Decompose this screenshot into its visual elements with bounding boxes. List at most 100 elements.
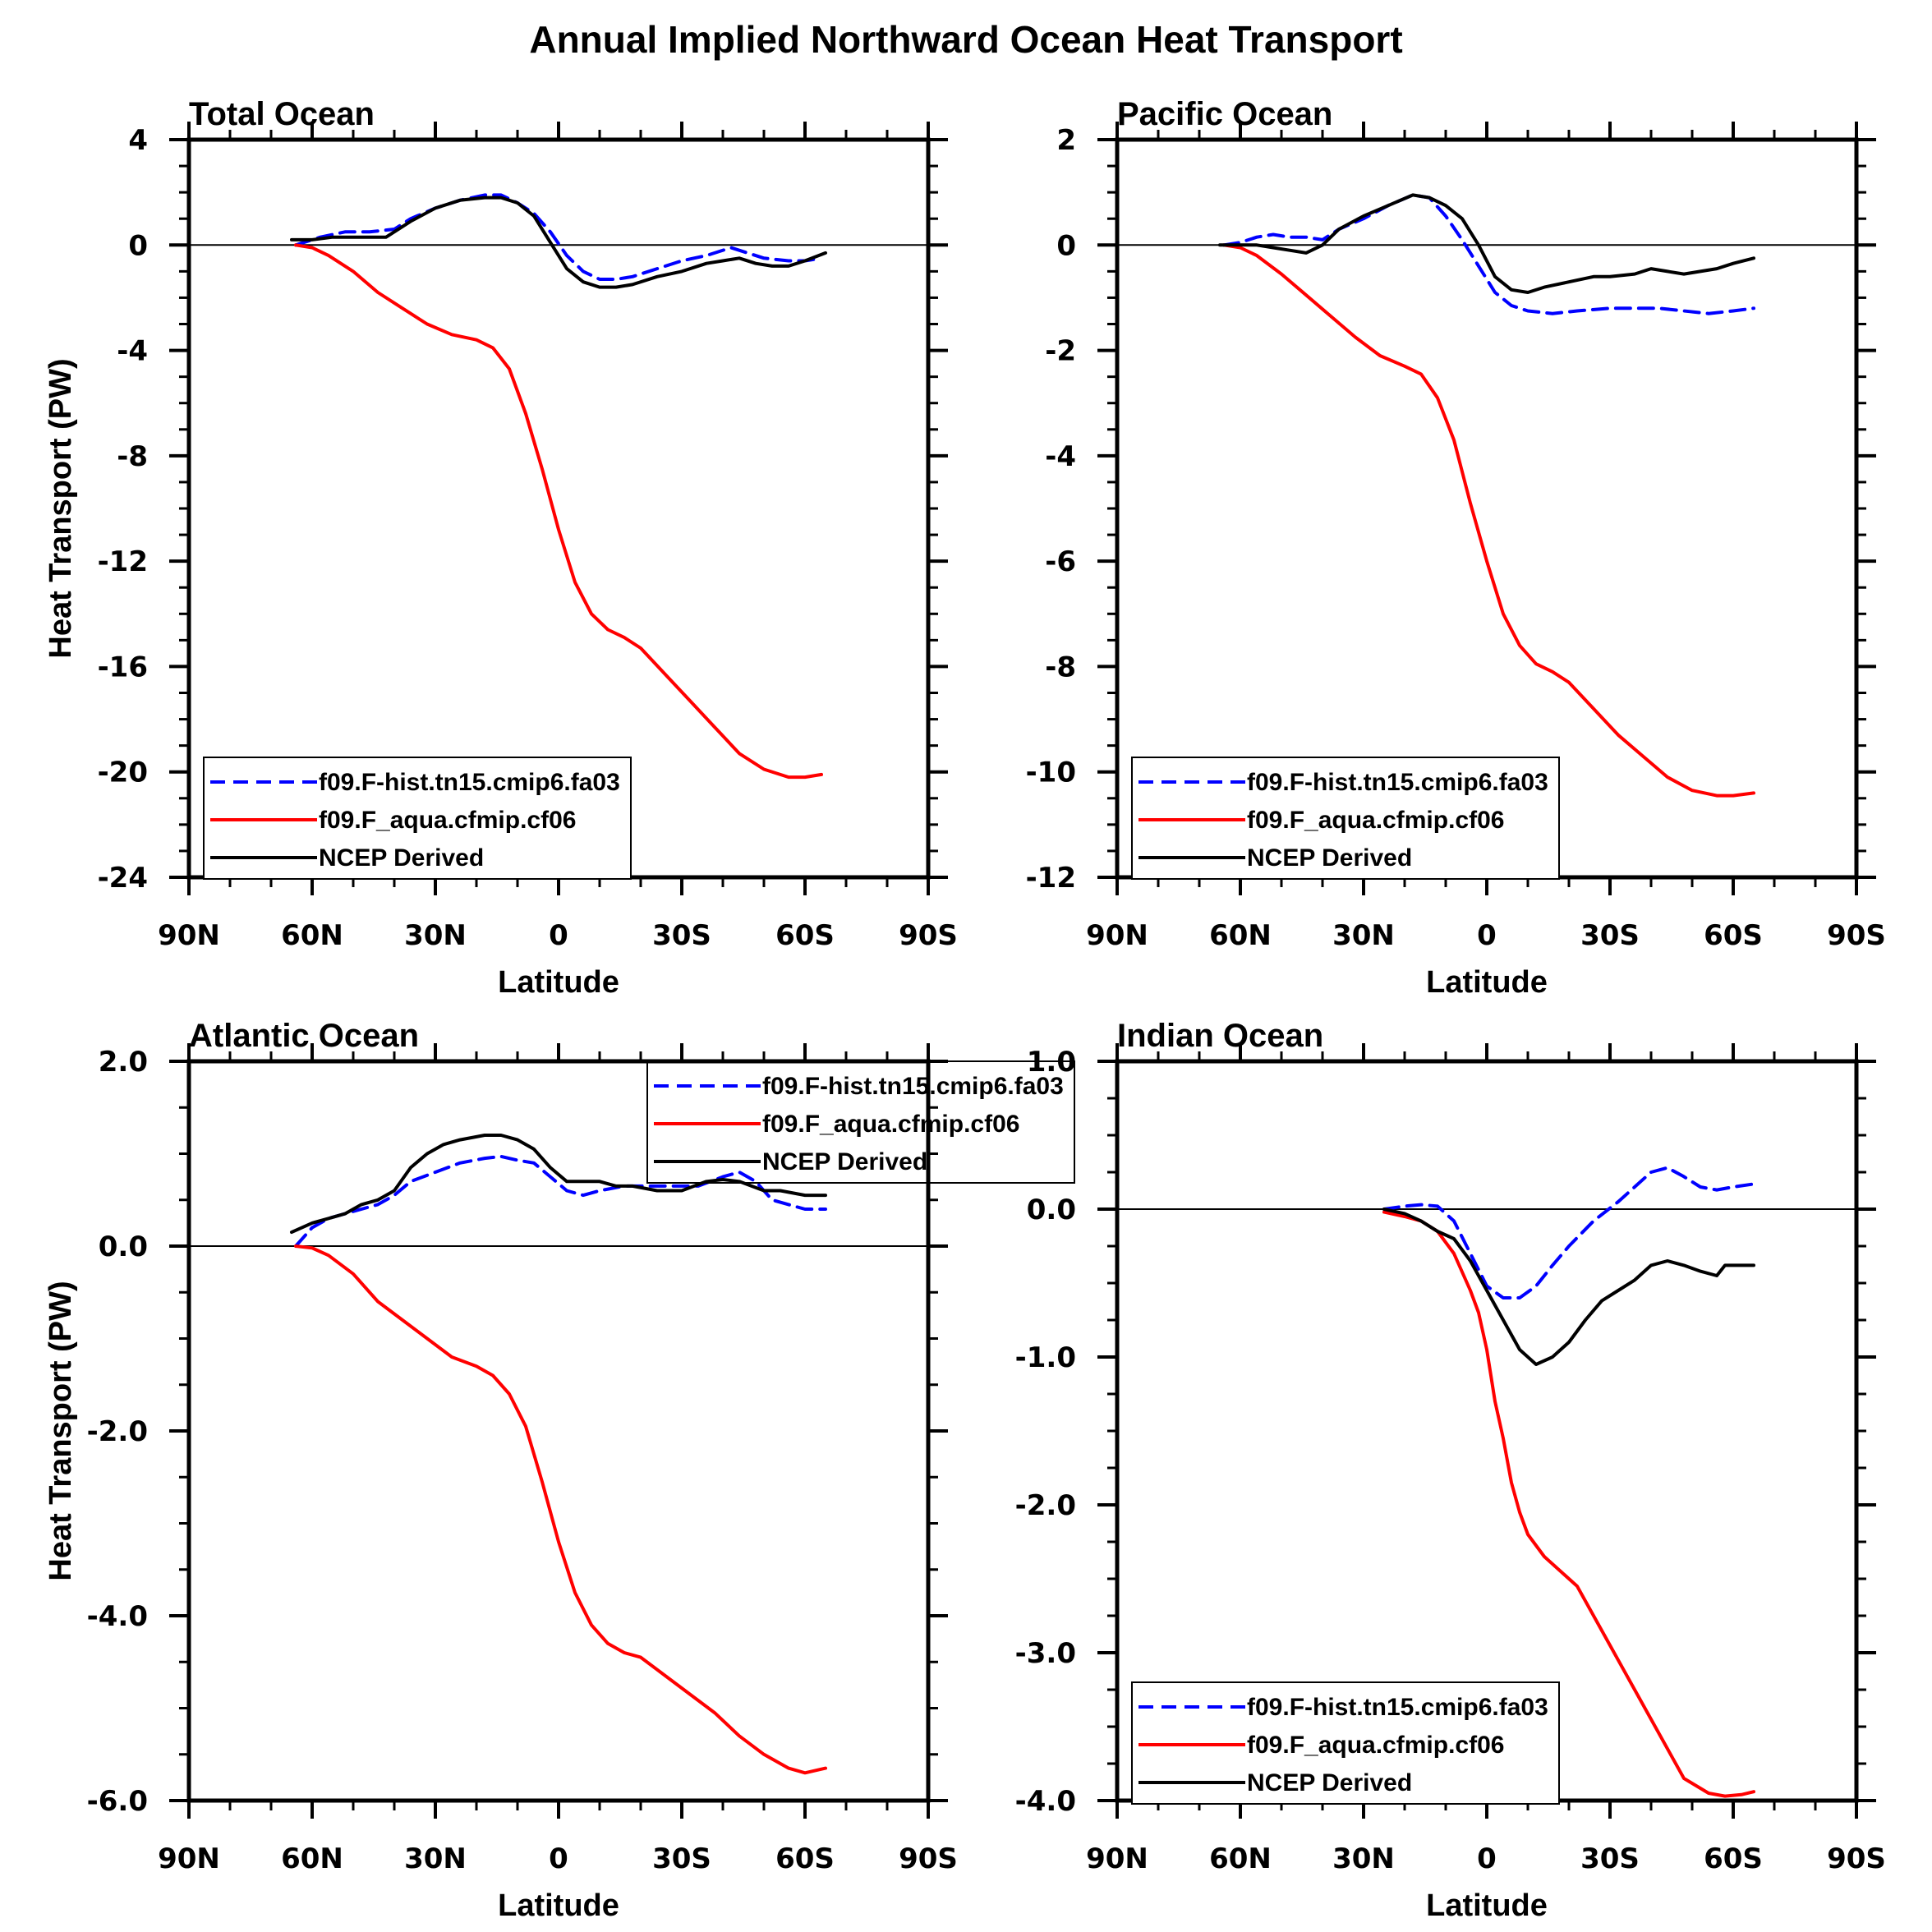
y-tick-label: -2.0 (87, 1415, 148, 1448)
y-tick-label: -16 (98, 651, 148, 683)
x-tick-label: 90N (1086, 1842, 1148, 1875)
x-tick-label: 30S (652, 1842, 711, 1875)
legend-label: NCEP Derived (1247, 1769, 1412, 1796)
y-axis-label: Heat Transport (PW) (44, 358, 78, 658)
x-tick-label: 60N (281, 1842, 343, 1875)
series-line-f09-f-aqua-cfmip-cf06 (1222, 243, 1755, 798)
y-tick-label: -24 (98, 862, 148, 895)
x-axis-label: Latitude (498, 965, 619, 1000)
y-tick-label: -3.0 (1015, 1637, 1076, 1670)
y-tick-label: -4 (1045, 440, 1076, 473)
y-tick-label: 0 (1056, 229, 1076, 262)
panel-title: Pacific Ocean (1117, 96, 1332, 132)
x-tick-label: 0 (1477, 919, 1497, 952)
panel-title: Atlantic Ocean (189, 1018, 419, 1054)
figure-title: Annual Implied Northward Ocean Heat Tran… (529, 18, 1402, 61)
x-tick-label: 30S (1580, 1842, 1640, 1875)
y-tick-label: -12 (1026, 862, 1076, 895)
series-line-f09-f-hist-tn15-cmip6-fa03 (294, 1154, 827, 1248)
legend-label: f09.F_aqua.cfmip.cf06 (762, 1111, 1019, 1138)
x-tick-label: 30S (1580, 919, 1640, 952)
x-tick-label: 0 (549, 1842, 568, 1875)
y-tick-label: 1.0 (1027, 1046, 1076, 1079)
panel-indian-ocean: Indian Ocean 90N 60N 30N 0 30S 60S 90S 1.0 0.0 -1.… (1015, 1018, 1886, 1923)
y-tick-label: 2.0 (99, 1046, 148, 1079)
legend-label: f09.F_aqua.cfmip.cf06 (1247, 807, 1504, 834)
x-tick-label: 60N (1209, 919, 1272, 952)
x-tick-label: 60S (775, 1842, 835, 1875)
y-tick-label: 0.0 (99, 1230, 148, 1263)
legend-box (646, 1060, 1075, 1184)
y-axis-label: Heat Transport (PW) (44, 1281, 78, 1580)
x-tick-label: 90S (1827, 1842, 1886, 1875)
legend-label: f09.F_aqua.cfmip.cf06 (319, 807, 576, 834)
y-tick-label: -12 (98, 545, 148, 578)
series-line-f09-f-aqua-cfmip-cf06 (294, 1244, 827, 1775)
series-line-f09-f-aqua-cfmip-cf06 (1382, 1210, 1755, 1798)
series-line-f09-f-hist-tn15-cmip6-fa03 (1222, 193, 1755, 315)
legend: f09.F-hist.tn15.cmip6.fa03 f09.F_aqua.cfm… (1131, 757, 1560, 880)
y-tick-label: -1.0 (1015, 1341, 1076, 1374)
y-tick-label: -8 (117, 440, 148, 473)
x-tick-label: 30S (652, 919, 711, 952)
x-tick-label: 0 (549, 919, 568, 952)
series-line-ncep-derived (1218, 193, 1755, 294)
x-tick-label: 30N (404, 1842, 467, 1875)
y-tick-label: -20 (98, 757, 148, 789)
legend-label: f09.F-hist.tn15.cmip6.fa03 (1247, 769, 1548, 796)
y-tick-label: 4 (128, 124, 148, 157)
x-tick-label: 30N (404, 919, 467, 952)
x-tick-label: 90N (1086, 919, 1148, 952)
x-tick-label: 90N (158, 1842, 220, 1875)
panel-pacific-ocean: Pacific Ocean 90N 60N 30N 0 30S 60S 90S 2 0 -2 -4 -6… (1026, 96, 1886, 1000)
y-tick-label: -2 (1045, 335, 1076, 368)
legend-label: NCEP Derived (1247, 844, 1412, 872)
y-tick-label: -2.0 (1015, 1489, 1076, 1522)
x-tick-label: 60S (1704, 1842, 1763, 1875)
x-axis-label: Latitude (498, 1888, 619, 1923)
legend-label: f09.F-hist.tn15.cmip6.fa03 (762, 1073, 1064, 1100)
legend: f09.F-hist.tn15.cmip6.fa03 f09.F_aqua.cfm… (203, 757, 632, 880)
legend-label: f09.F_aqua.cfmip.cf06 (1247, 1732, 1504, 1759)
x-tick-label: 30N (1332, 919, 1395, 952)
x-axis-label: Latitude (1426, 1888, 1548, 1923)
y-tick-label: -4.0 (87, 1600, 148, 1633)
legend: f09.F-hist.tn15.cmip6.fa03 f09.F_aqua.cfm… (646, 1060, 1075, 1184)
panel-title: Total Ocean (189, 96, 375, 132)
y-tick-label: -4 (117, 335, 148, 368)
y-tick-label: -4.0 (1015, 1785, 1076, 1818)
y-tick-label: 0 (128, 229, 148, 262)
x-axis-label: Latitude (1426, 965, 1548, 1000)
series-line-f09-f-aqua-cfmip-cf06 (294, 243, 823, 780)
y-tick-label: -6 (1045, 545, 1076, 578)
x-tick-label: 60N (281, 919, 343, 952)
x-tick-label: 30N (1332, 1842, 1395, 1875)
x-tick-label: 60N (1209, 1842, 1272, 1875)
x-tick-label: 0 (1477, 1842, 1497, 1875)
y-tick-label: -8 (1045, 651, 1076, 683)
series-line-ncep-derived (290, 1134, 827, 1235)
series-line-ncep-derived (1382, 1208, 1755, 1366)
legend-label: NCEP Derived (319, 844, 484, 872)
y-tick-label: 0.0 (1027, 1194, 1076, 1226)
y-tick-label: -6.0 (87, 1785, 148, 1818)
x-tick-label: 90S (899, 919, 958, 952)
panel-total-ocean: Total Ocean 90N 60N 30N 0 30S 60S 90S 4 0 -4 -8 -12 -… (44, 96, 958, 1000)
y-tick-label: -10 (1026, 757, 1076, 789)
x-tick-label: 60S (775, 919, 835, 952)
x-tick-label: 90N (158, 919, 220, 952)
x-tick-label: 60S (1704, 919, 1763, 952)
series-line-f09-f-hist-tn15-cmip6-fa03 (294, 193, 823, 281)
series-line-ncep-derived (290, 196, 827, 289)
x-tick-label: 90S (899, 1842, 958, 1875)
legend-label: f09.F-hist.tn15.cmip6.fa03 (1247, 1694, 1548, 1721)
x-tick-label: 90S (1827, 919, 1886, 952)
series-line-f09-f-hist-tn15-cmip6-fa03 (1382, 1166, 1755, 1300)
y-tick-label: 2 (1056, 124, 1076, 157)
panel-atlantic-ocean: Atlantic Ocean 90N 60N 30N 0 30S 60S 90S 2.0 0.0 -… (44, 1018, 1075, 1923)
legend-label: NCEP Derived (762, 1148, 927, 1175)
legend-label: f09.F-hist.tn15.cmip6.fa03 (319, 769, 620, 796)
legend: f09.F-hist.tn15.cmip6.fa03 f09.F_aqua.cfm… (1131, 1681, 1560, 1805)
panel-title: Indian Ocean (1117, 1018, 1323, 1054)
